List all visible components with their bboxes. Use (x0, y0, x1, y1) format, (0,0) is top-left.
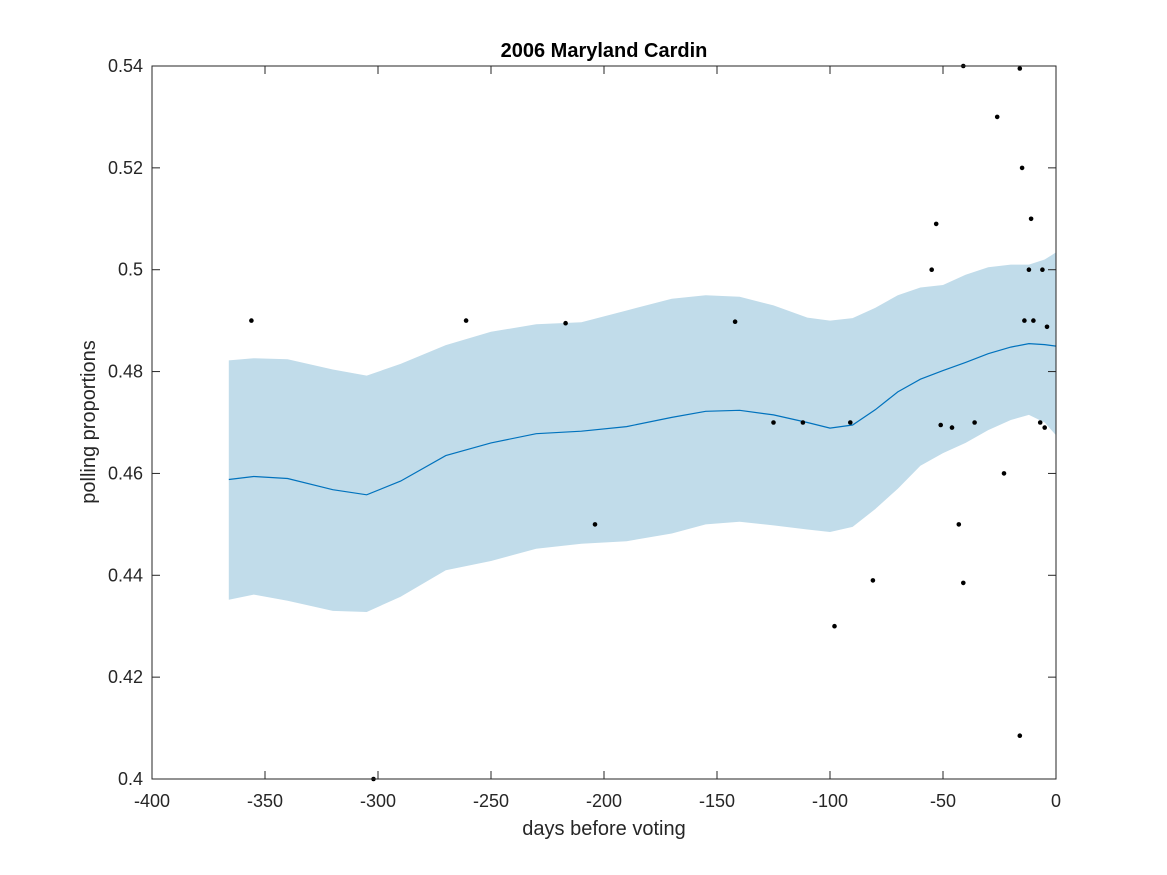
confidence-band (228, 252, 1056, 612)
poll-point (870, 578, 876, 583)
poll-point (463, 318, 469, 323)
y-axis-label: polling proportions (78, 340, 100, 503)
poll-point (1017, 733, 1023, 738)
x-tick-label: -400 (134, 791, 170, 811)
poll-point (1028, 216, 1034, 222)
poll-point (994, 114, 1000, 120)
poll-point (1037, 420, 1043, 425)
poll-point (732, 319, 738, 325)
poll-point (1044, 324, 1050, 330)
x-tick-label: -100 (812, 791, 848, 811)
poll-point (1031, 318, 1036, 323)
y-tick-label: 0.44 (108, 565, 143, 585)
poll-point (249, 318, 254, 323)
y-tick-label: 0.46 (108, 463, 143, 483)
poll-point (1019, 165, 1025, 171)
y-tick-label: 0.42 (108, 667, 143, 687)
poll-point (1017, 66, 1023, 71)
x-tick-label: -300 (360, 791, 396, 811)
poll-point (592, 522, 598, 527)
plot-area (228, 63, 1056, 782)
x-tick-label: -250 (473, 791, 509, 811)
x-tick-label: -50 (930, 791, 956, 811)
poll-point (961, 580, 966, 586)
y-tick-label: 0.4 (118, 769, 143, 789)
poll-point (1022, 318, 1027, 323)
x-axis-label: days before voting (522, 818, 685, 840)
poll-point (949, 425, 955, 430)
poll-point (933, 221, 939, 227)
y-tick-label: 0.54 (108, 56, 143, 76)
poll-point (771, 420, 776, 425)
poll-point (848, 420, 853, 425)
x-tick-label: -150 (699, 791, 735, 811)
plot-series (228, 252, 1056, 612)
poll-point (800, 420, 806, 425)
x-tick-label: 0 (1051, 791, 1061, 811)
poll-point (972, 420, 977, 425)
poll-point (938, 422, 943, 428)
poll-point (1001, 471, 1007, 476)
poll-point (929, 267, 934, 273)
poll-point (1042, 425, 1047, 430)
poll-point (832, 623, 837, 629)
chart-title: 2006 Maryland Cardin (501, 40, 708, 62)
x-tick-label: -350 (247, 791, 283, 811)
y-tick-label: 0.48 (108, 362, 143, 382)
y-tick-label: 0.5 (118, 260, 143, 280)
poll-point (956, 522, 962, 527)
poll-point (1026, 267, 1032, 273)
axes: -400 -350 -300 -250 -200 -150 -100 -50 0 0.4 0.42 0… (108, 56, 1061, 811)
poll-point (1040, 267, 1045, 273)
x-tick-label: -200 (586, 791, 622, 811)
y-tick-label: 0.52 (108, 158, 143, 178)
trend-line (228, 342, 1056, 496)
poll-point (563, 320, 568, 326)
